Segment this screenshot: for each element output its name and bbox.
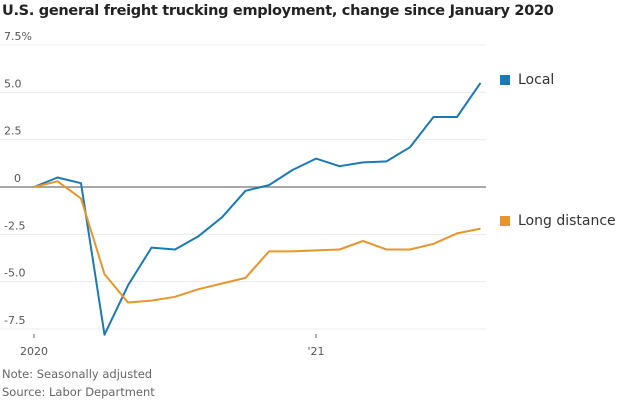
series-lines	[33, 82, 482, 336]
y-tick-label: -7.5	[4, 314, 25, 327]
legend-local: Local	[500, 72, 554, 88]
y-tick-label: 7.5%	[4, 30, 32, 43]
legend-label-local: Local	[518, 72, 555, 88]
legend-long-distance: Long distance	[500, 213, 616, 229]
note-text: Note: Seasonally adjusted	[2, 367, 153, 381]
x-axis-ticks: 2020 '21	[20, 334, 325, 358]
chart-title: U.S. general freight trucking employment…	[2, 3, 554, 19]
x-tick-label: '21	[307, 345, 324, 358]
y-tick-label: -2.5	[4, 219, 25, 232]
series-line-long-distance	[33, 180, 481, 304]
legend-swatch-local	[500, 75, 510, 85]
x-tick-label: 2020	[20, 345, 48, 358]
source-text: Source: Labor Department	[2, 385, 155, 399]
y-axis-ticks: 7.5% 5.0 2.5 0 -2.5 -5.0 -7.5	[4, 30, 32, 327]
y-tick-label: -5.0	[4, 267, 25, 280]
y-tick-label: 0	[14, 172, 21, 185]
legend-label-long-distance: Long distance	[518, 213, 616, 229]
y-tick-label: 5.0	[4, 77, 22, 90]
gridlines	[0, 44, 486, 330]
series-line-local	[33, 82, 482, 336]
y-tick-label: 2.5	[4, 125, 22, 138]
legend-swatch-long-distance	[500, 216, 510, 226]
